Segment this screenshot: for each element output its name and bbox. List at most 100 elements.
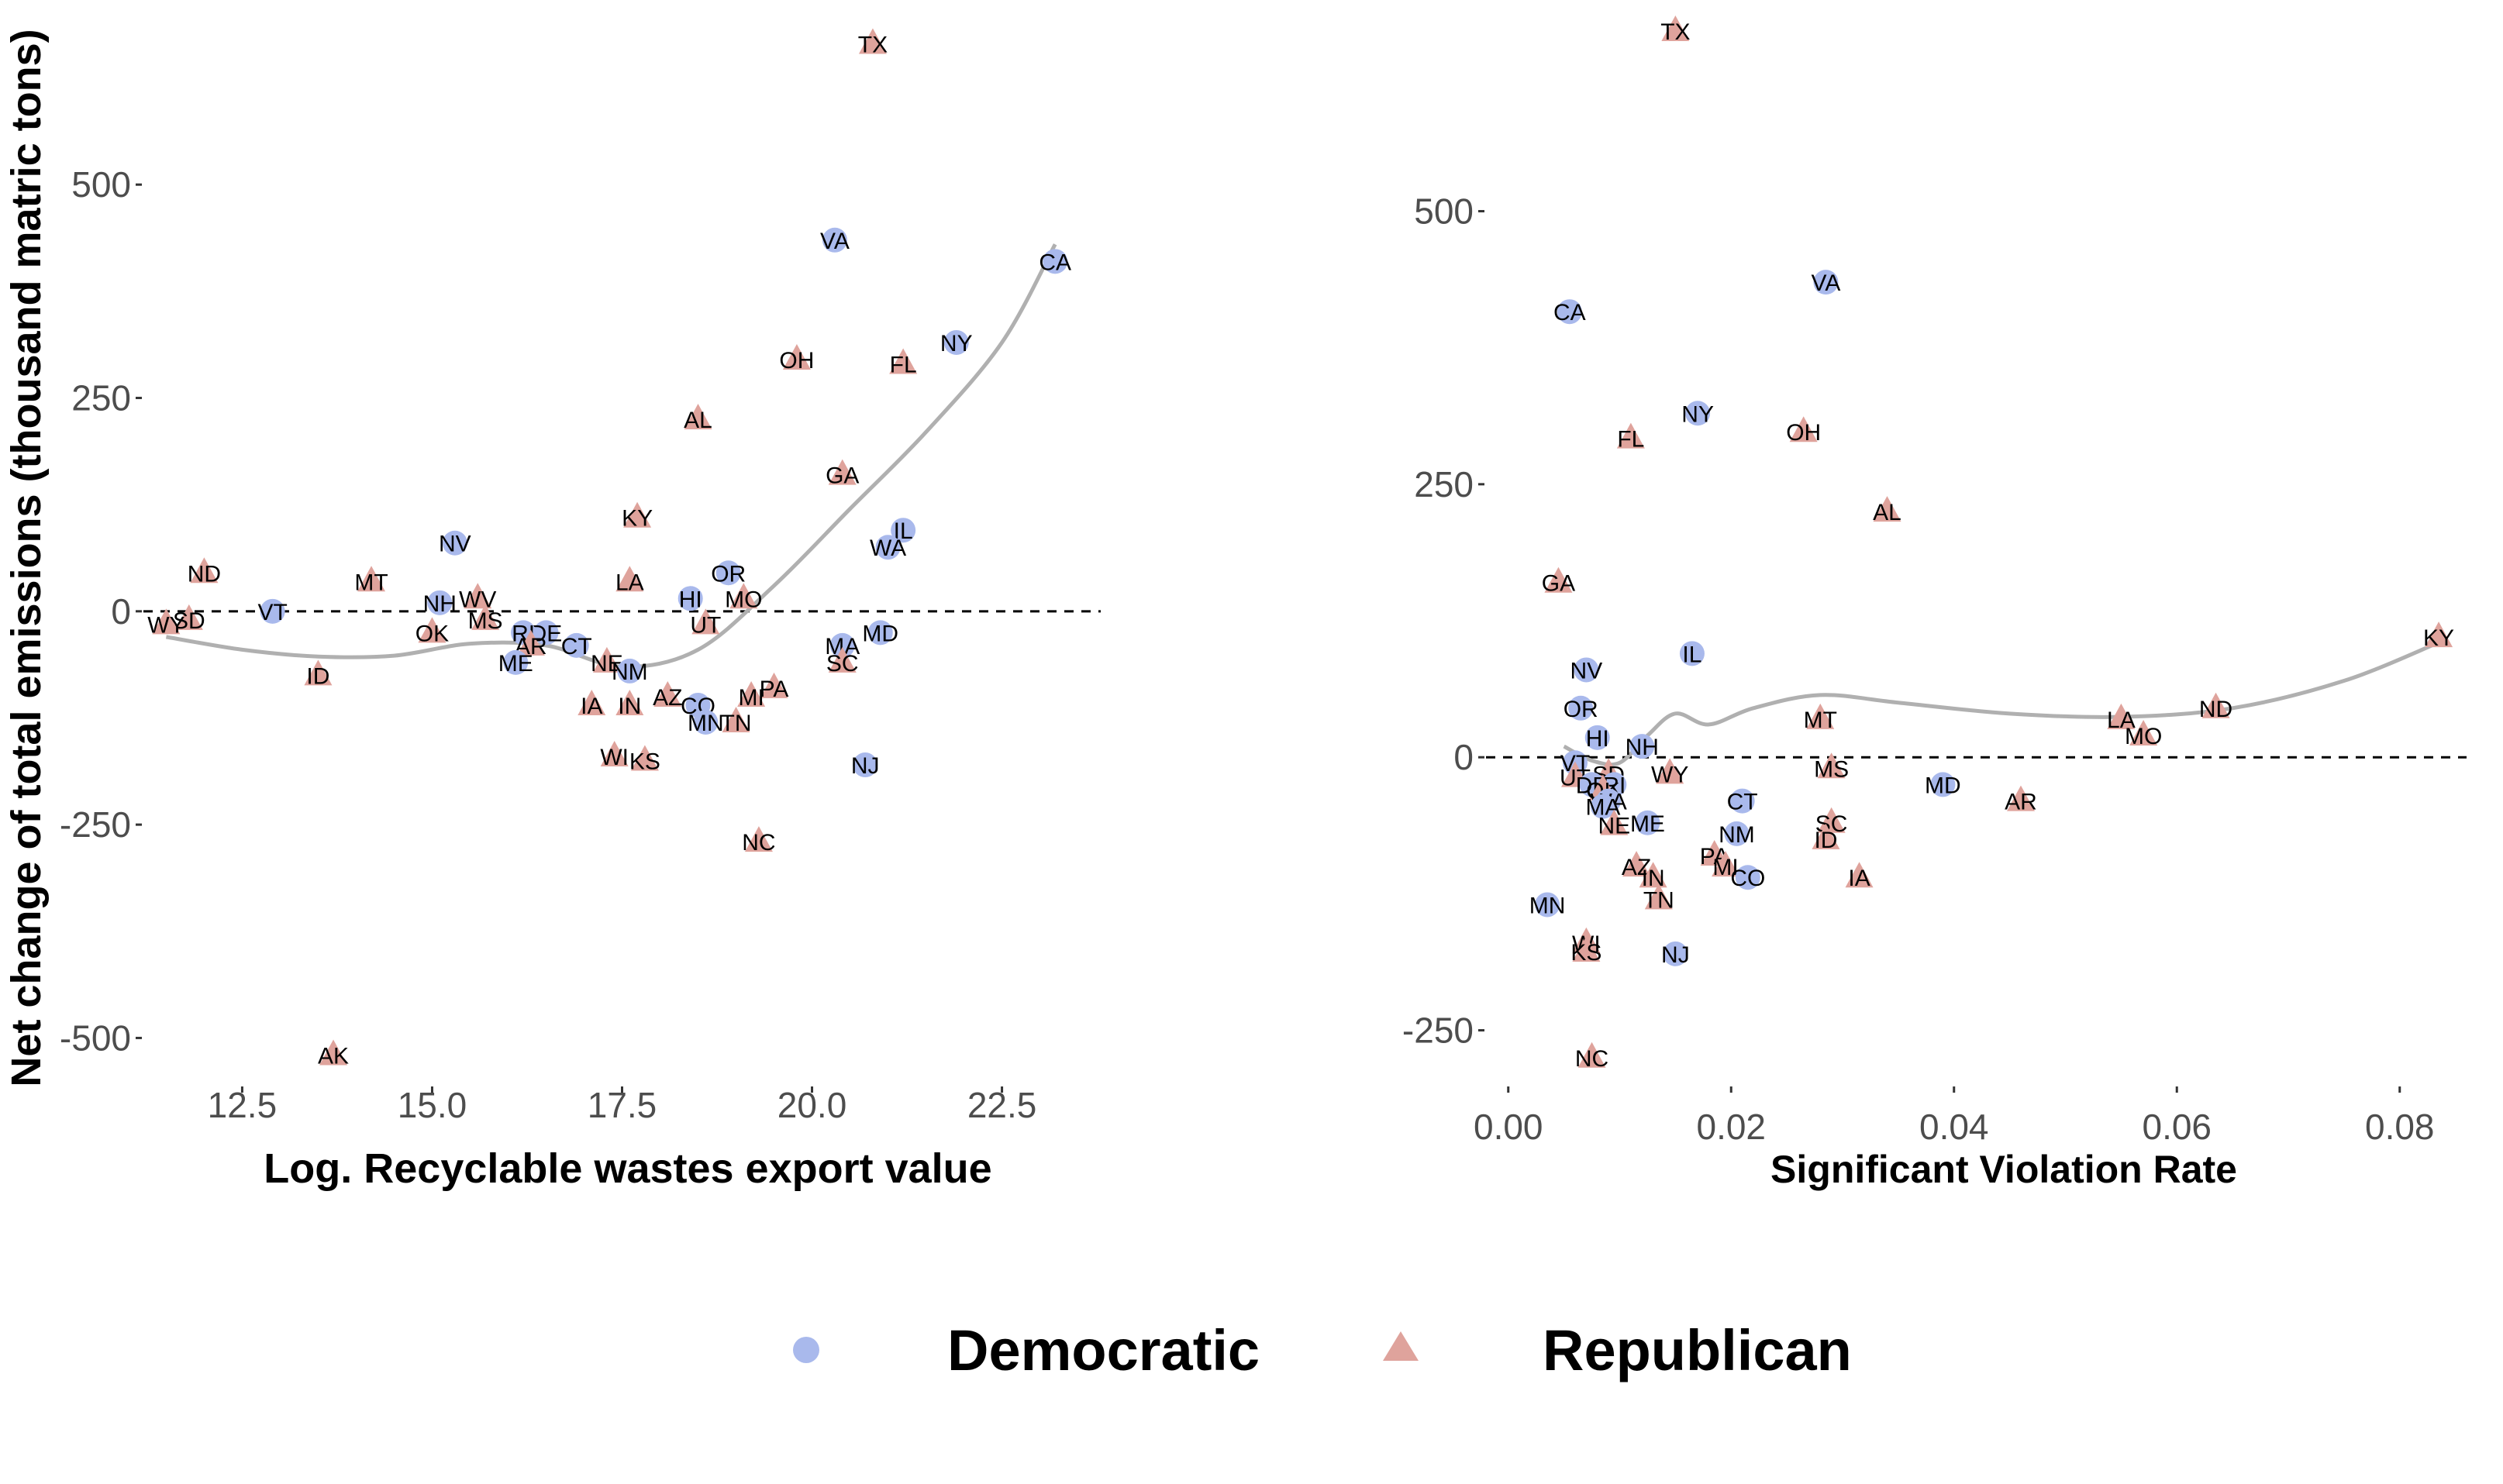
panel1-point-label-nh: NH: [423, 591, 457, 617]
panel2-point-label-or: OR: [1564, 697, 1598, 722]
panel1-point-marker-ca: [1043, 249, 1068, 274]
panel2-point-label-ky: KY: [2423, 625, 2454, 651]
panel2-point-label-ct: CT: [1727, 790, 1758, 815]
panel2-point-marker-ms: [1817, 752, 1846, 779]
panel2-point-marker-nh: [1629, 734, 1655, 759]
panel2-point-label-co: CO: [1730, 866, 1765, 891]
panel2-point-label-ny: NY: [1681, 401, 1714, 427]
panel2-point-marker-ca: [1557, 299, 1582, 325]
panel2-point-label-nh: NH: [1626, 735, 1659, 760]
panel1-point-marker-wi: [600, 741, 629, 767]
panel1-point-label-hi: HI: [679, 587, 702, 612]
panel1-point-label-tx: TX: [858, 33, 888, 58]
panel1-point-marker-nd: [190, 557, 219, 584]
panel2-point-label-nm: NM: [1719, 822, 1755, 848]
panel1-point-marker-ma: [829, 632, 855, 658]
panel1-point-marker-ak: [319, 1039, 348, 1066]
panel1-point-marker-ar: [516, 629, 545, 656]
panel2-point-marker-tn: [1644, 883, 1673, 910]
panel2-y-tick-label: -250: [1402, 1011, 1474, 1051]
panel1-point-marker-nj: [853, 752, 878, 778]
panel2-point-label-sc: SC: [1815, 811, 1848, 837]
panel2-point-label-ne: NE: [1598, 814, 1630, 839]
panel1-point-label-ks: KS: [629, 749, 660, 775]
panel1-point-label-ms: MS: [468, 608, 503, 634]
panel1-point-marker-md: [867, 620, 893, 646]
panel2-point-marker-id: [1812, 823, 1840, 849]
panel2-point-label-mo: MO: [2125, 724, 2162, 749]
panel2-point-marker-in: [1639, 862, 1667, 888]
panel1-point-label-fl: FL: [890, 352, 917, 377]
panel2-point-marker-mt: [1806, 703, 1835, 729]
panel2-y-tick-label: 250: [1414, 464, 1474, 504]
panel2-point-marker-hi: [1584, 725, 1610, 750]
panel2-point-marker-il: [1679, 641, 1705, 666]
panel1-point-label-wi: WI: [600, 745, 629, 770]
panel2-point-marker-nc: [1577, 1042, 1606, 1068]
panel2-point-label-oh: OH: [1786, 420, 1821, 446]
panel1-x-axis-title: Log. Recyclable wastes export value: [264, 1145, 991, 1192]
panel1-y-tick-label: 500: [71, 164, 131, 205]
panel1-point-label-mn: MN: [688, 711, 724, 736]
panel1-point-label-pa: PA: [760, 677, 789, 702]
panel1-point-label-nj: NJ: [851, 753, 880, 779]
panel1-point-marker-oh: [782, 343, 811, 370]
panel2-point-marker-or: [1568, 695, 1594, 721]
panel1-point-marker-tx: [858, 28, 887, 54]
panel1-y-tick-label: -250: [60, 804, 131, 845]
panel2-point-marker-nv: [1574, 657, 1599, 683]
panel1-x-tick-label: 12.5: [208, 1085, 278, 1125]
panel2-point-label-il: IL: [1682, 642, 1701, 667]
panel2-x-axis-title: Significant Violation Rate: [1770, 1148, 2237, 1191]
panel1-point-marker-in: [615, 689, 644, 715]
panel1-point-marker-or: [715, 560, 741, 586]
panel2-point-marker-ny: [1685, 401, 1711, 426]
panel2-point-label-va: VA: [1812, 270, 1841, 296]
panel1-point-marker-ut: [691, 608, 720, 635]
panel-export-value: -500 -250 0 250 500 12.5 15.0 17.5 20.0 22.5 TX VA C…: [60, 28, 1101, 1125]
legend-republican-label: Republican: [1543, 1318, 1852, 1382]
panel2-y-tick-label: 500: [1414, 191, 1474, 232]
panel2-point-label-fl: FL: [1617, 427, 1644, 453]
panel2-point-label-mi: MI: [1712, 855, 1738, 880]
panel1-x-tick-label: 22.5: [967, 1085, 1037, 1125]
panel1-point-marker-tn: [722, 706, 750, 732]
panel1-point-marker-ne: [592, 646, 621, 673]
panel2-point-marker-az: [1622, 851, 1651, 877]
legend: Democratic Republican: [793, 1318, 1852, 1382]
panel2-point-marker-ky: [2425, 621, 2453, 648]
panel2-point-marker-fl: [1616, 422, 1645, 449]
panel1-point-label-nv: NV: [439, 532, 471, 557]
panel2-point-label-me: ME: [1630, 811, 1665, 837]
panel1-point-marker-al: [684, 404, 712, 430]
panel1-x-tick-label: 17.5: [588, 1085, 657, 1125]
panel1-point-marker-nc: [744, 826, 773, 852]
panel1-point-marker-nm: [617, 658, 643, 683]
panel1-point-marker-pa: [760, 672, 788, 698]
panel1-point-marker-vt: [260, 598, 285, 624]
panel1-point-marker-mi: [737, 680, 766, 707]
legend-republican-marker: [1383, 1331, 1419, 1361]
panel1-point-marker-me: [503, 649, 529, 675]
panel2-x-tick-label: 0.00: [1474, 1107, 1543, 1147]
panel1-point-marker-mt: [357, 566, 386, 592]
panel1-point-marker-ok: [418, 617, 446, 643]
panel2-x-tick-label: 0.06: [2142, 1107, 2212, 1147]
panel1-point-marker-sc: [828, 646, 857, 673]
panel1-point-marker-ia: [577, 689, 606, 715]
panel1-smooth-trend-line: [165, 243, 1057, 669]
panel1-y-tick-label: 250: [71, 378, 131, 418]
panel1-point-label-mi: MI: [738, 685, 764, 711]
panel1-point-marker-az: [653, 680, 682, 707]
panel2-point-label-mt: MT: [1804, 708, 1837, 733]
panel1-point-marker-hi: [677, 586, 703, 611]
panel2-point-label-al: AL: [1873, 500, 1901, 525]
panel1-point-label-me: ME: [498, 651, 533, 677]
panel1-point-label-ga: GA: [826, 463, 859, 489]
panel2-point-label-nc: NC: [1575, 1046, 1608, 1072]
panel2-point-marker-ia: [1845, 862, 1874, 888]
panel1-point-marker-fl: [889, 348, 918, 374]
panel2-point-label-id: ID: [1814, 828, 1837, 853]
panel2-point-marker-ma: [1590, 794, 1615, 819]
